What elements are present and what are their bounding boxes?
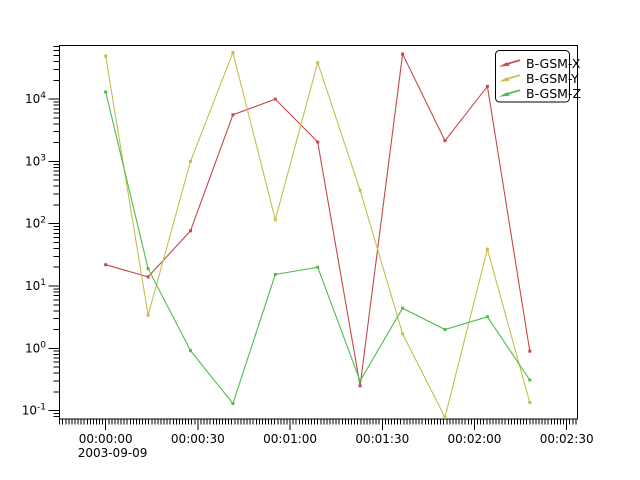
y-tick-label: 103 [25, 153, 46, 168]
data-point-marker [358, 188, 362, 192]
legend: B-GSM-XB-GSM-YB-GSM-Z [495, 50, 581, 103]
data-point-marker [104, 263, 108, 267]
y-tick-label: 10-1 [22, 403, 46, 418]
legend-arrow-icon [499, 77, 510, 82]
x-tick-label: 00:01:00 [263, 432, 317, 446]
legend-line-icon [505, 89, 521, 95]
x-tick-label: 00:00:30 [171, 432, 225, 446]
data-point-marker [104, 90, 108, 94]
x-tick-label: 00:00:00 [79, 432, 133, 446]
data-point-marker [231, 402, 235, 405]
data-point-marker [528, 349, 532, 353]
legend-arrow-icon [499, 92, 510, 97]
x-axis-date-label: 2003-09-09 [78, 446, 148, 460]
data-point-marker [528, 401, 532, 404]
legend-line-icon [505, 59, 521, 65]
x-axis [59, 419, 577, 430]
data-point-marker [401, 306, 405, 310]
data-point-marker [146, 267, 150, 271]
data-point-marker [401, 332, 405, 336]
series-B-GSM-Y [104, 50, 532, 419]
legend-entry-B-GSM-Z: B-GSM-Z [499, 86, 581, 101]
legend-arrow-icon [499, 62, 510, 67]
data-point-marker [231, 51, 235, 54]
x-tick-label: 00:02:30 [540, 432, 594, 446]
data-point-marker [401, 52, 405, 56]
data-point-marker [485, 247, 489, 251]
data-point-marker [485, 315, 489, 319]
data-point-marker [273, 218, 277, 222]
data-point-marker [528, 378, 532, 382]
legend-entry-B-GSM-X: B-GSM-X [499, 56, 581, 71]
data-point-marker [189, 229, 192, 233]
data-point-marker [443, 415, 447, 419]
data-point-marker [358, 379, 362, 383]
data-point-marker [443, 328, 447, 331]
legend-label: B-GSM-Y [526, 71, 579, 86]
y-tick-label: 104 [25, 91, 46, 106]
legend-line-icon [505, 74, 521, 80]
data-point-marker [316, 140, 320, 144]
data-point-marker [146, 275, 150, 279]
data-point-marker [316, 265, 320, 269]
data-point-marker [358, 384, 362, 388]
y-tick-label: 100 [25, 340, 46, 355]
data-point-marker [189, 159, 192, 163]
legend-box [495, 50, 570, 103]
data-point-marker [146, 313, 150, 317]
y-tick-label: 101 [25, 278, 46, 293]
legend-label: B-GSM-X [526, 56, 581, 71]
legend-label: B-GSM-Z [526, 86, 581, 101]
x-tick-label: 00:01:30 [355, 432, 409, 446]
data-point-marker [443, 139, 447, 143]
series-B-GSM-X [104, 52, 532, 388]
data-point-marker [104, 54, 108, 58]
data-point-marker [189, 349, 192, 353]
y-tick-label: 102 [25, 216, 46, 231]
series-B-GSM-Z [104, 90, 532, 405]
data-point-marker [273, 97, 277, 101]
data-point-marker [231, 113, 235, 117]
legend-entry-B-GSM-Y: B-GSM-Y [499, 71, 579, 86]
y-axis [48, 45, 59, 418]
data-point-marker [485, 84, 489, 88]
data-point-marker [316, 61, 320, 65]
x-tick-label: 00:02:00 [448, 432, 502, 446]
data-point-marker [273, 273, 277, 276]
